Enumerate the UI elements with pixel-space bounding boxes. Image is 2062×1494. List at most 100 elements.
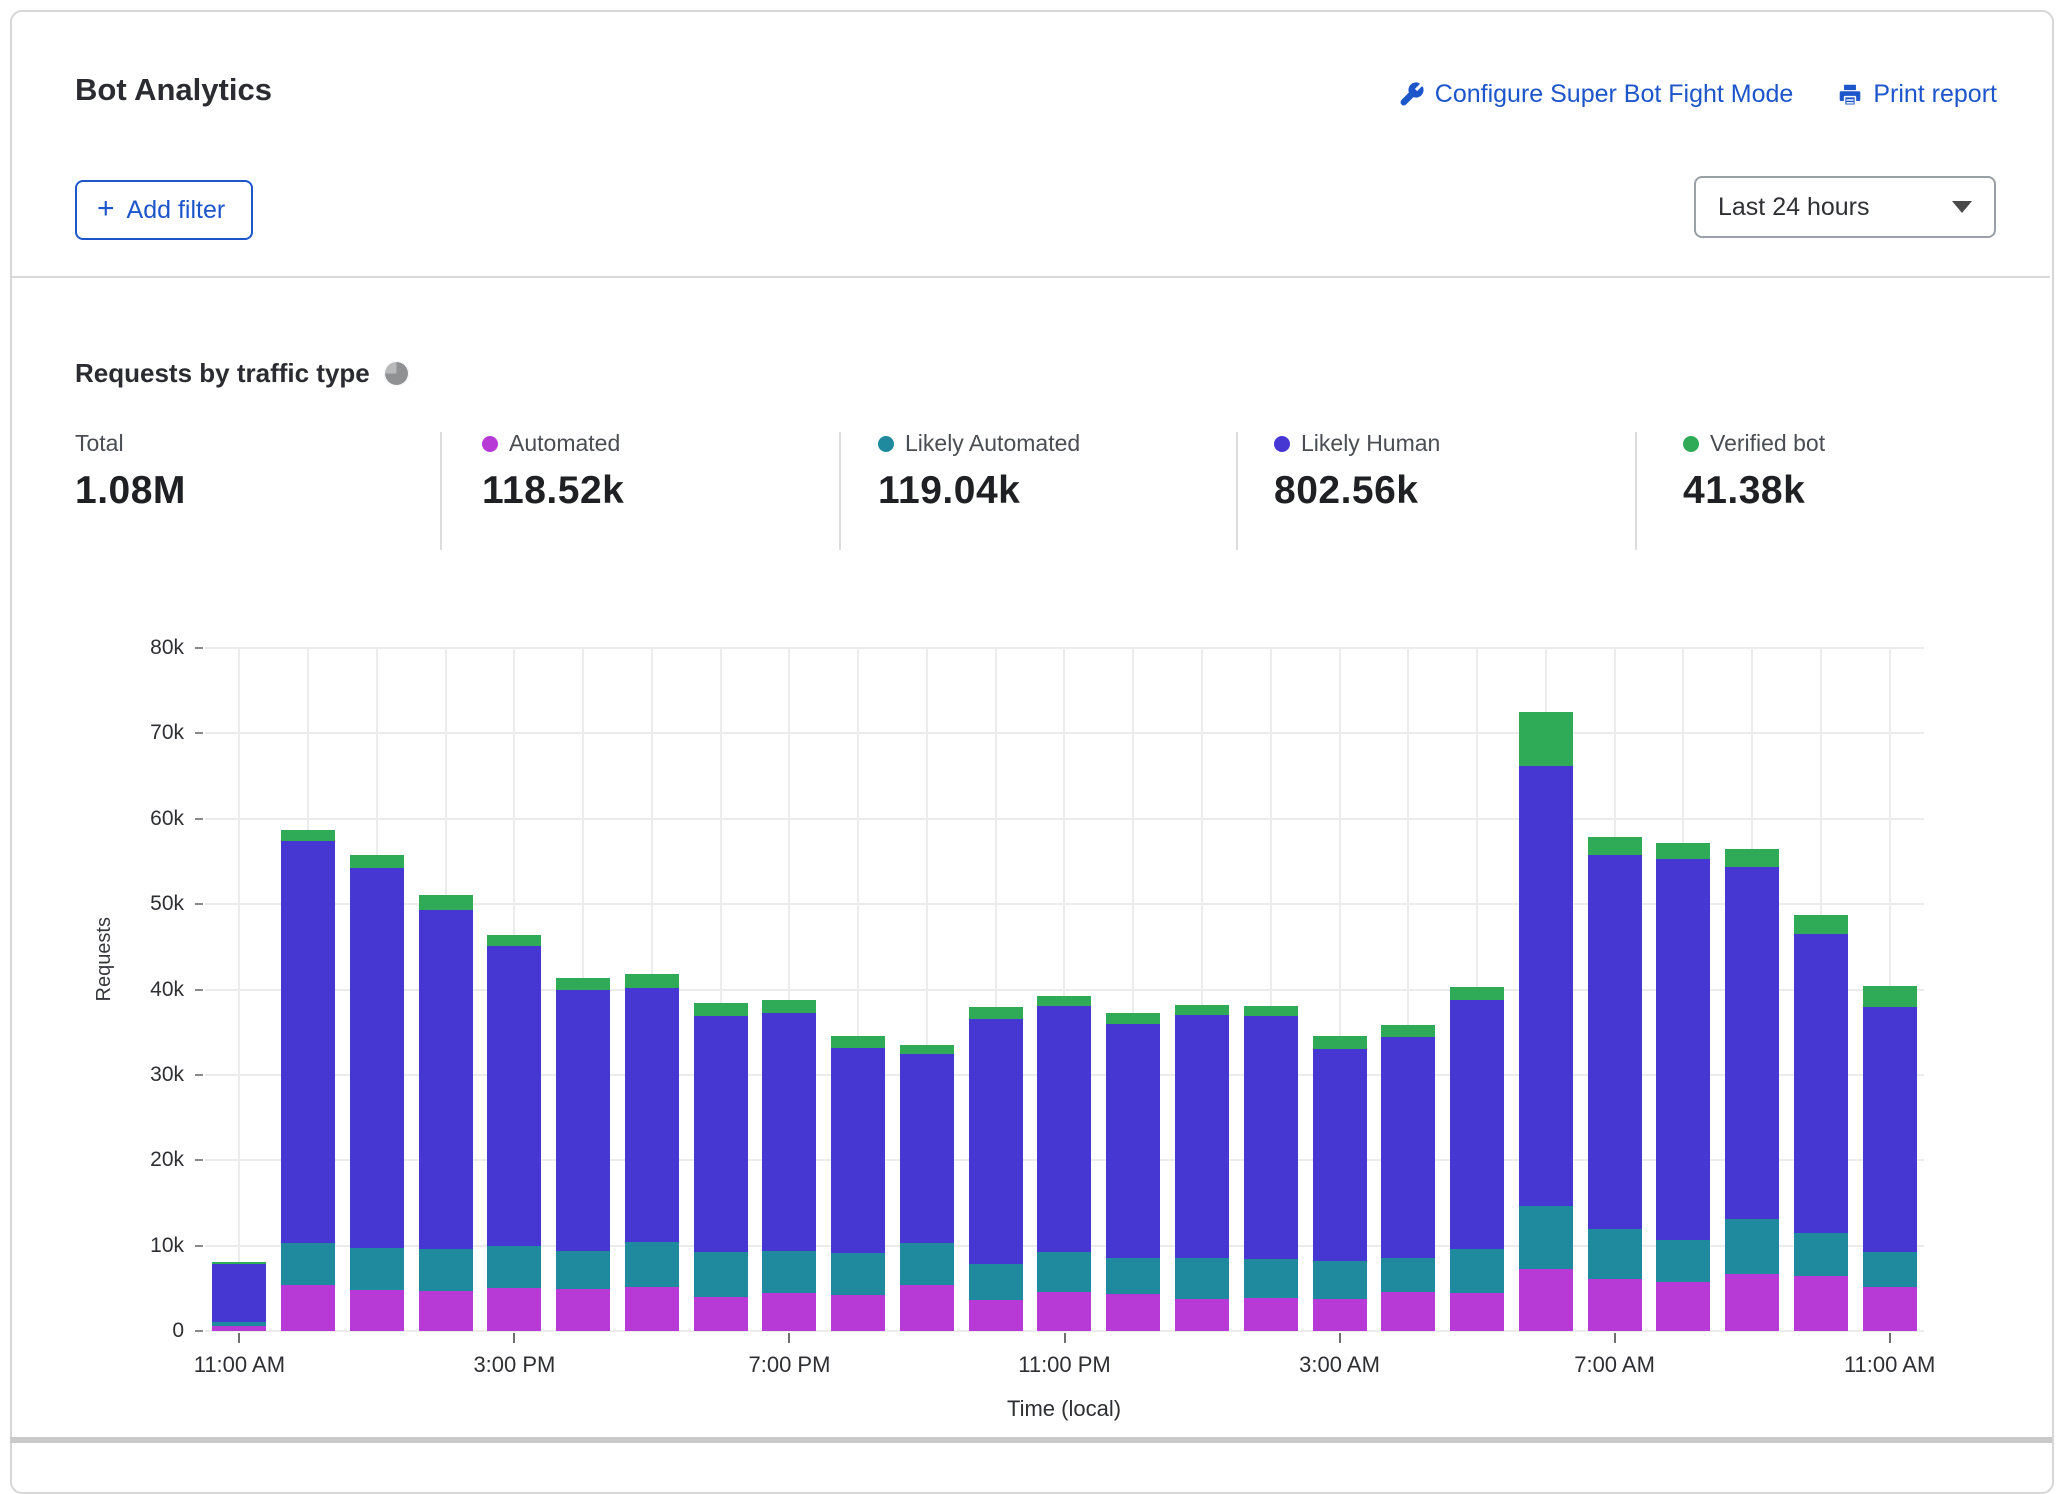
bar-segment-automated[interactable] xyxy=(1793,1275,1848,1331)
bar-segment-likely-automated[interactable] xyxy=(693,1252,748,1297)
bar-segment-likely-human[interactable] xyxy=(1518,765,1573,1207)
bar-segment-likely-human[interactable] xyxy=(762,1013,817,1251)
bar-segment-automated[interactable] xyxy=(762,1293,817,1331)
bar-segment-likely-automated[interactable] xyxy=(349,1248,404,1291)
bar-segment-likely-human[interactable] xyxy=(1106,1023,1161,1259)
bar-segment-automated[interactable] xyxy=(1381,1291,1436,1331)
bar-segment-verified-bot[interactable] xyxy=(624,974,679,988)
bar-segment-likely-human[interactable] xyxy=(1037,1005,1092,1253)
bar-segment-likely-automated[interactable] xyxy=(1656,1239,1711,1283)
add-filter-button[interactable]: + Add filter xyxy=(75,180,254,240)
bar-segment-likely-human[interactable] xyxy=(487,945,542,1247)
bar-stack[interactable] xyxy=(487,934,542,1331)
bar-segment-likely-automated[interactable] xyxy=(899,1243,954,1285)
bar-segment-likely-human[interactable] xyxy=(212,1264,267,1322)
bar-segment-likely-automated[interactable] xyxy=(1037,1252,1092,1292)
print-report-link[interactable]: Print report xyxy=(1837,80,1997,109)
bar-stack[interactable] xyxy=(831,1036,886,1331)
bar-segment-verified-bot[interactable] xyxy=(1656,842,1711,859)
bar-stack[interactable] xyxy=(693,1003,748,1331)
bar-segment-likely-automated[interactable] xyxy=(831,1253,886,1296)
bar-segment-verified-bot[interactable] xyxy=(281,829,336,841)
bar-segment-verified-bot[interactable] xyxy=(418,894,473,911)
bar-stack[interactable] xyxy=(1106,1012,1161,1331)
bar-segment-automated[interactable] xyxy=(831,1295,886,1331)
bar-stack[interactable] xyxy=(899,1045,954,1331)
bar-segment-verified-bot[interactable] xyxy=(968,1007,1023,1019)
bar-segment-automated[interactable] xyxy=(281,1284,336,1331)
bar-segment-verified-bot[interactable] xyxy=(1725,848,1780,868)
bar-segment-automated[interactable] xyxy=(1312,1298,1367,1331)
bar-segment-likely-human[interactable] xyxy=(418,910,473,1250)
bar-segment-likely-human[interactable] xyxy=(1793,934,1848,1233)
bar-segment-likely-automated[interactable] xyxy=(1725,1219,1780,1274)
time-range-select[interactable]: Last 24 hours xyxy=(1694,176,1996,238)
bar-segment-verified-bot[interactable] xyxy=(831,1036,886,1048)
configure-super-bot-fight-mode-link[interactable]: Configure Super Bot Fight Mode xyxy=(1398,80,1793,109)
bar-segment-likely-automated[interactable] xyxy=(1518,1206,1573,1269)
bar-segment-verified-bot[interactable] xyxy=(1037,995,1092,1006)
bar-segment-likely-human[interactable] xyxy=(1862,1006,1917,1252)
bar-stack[interactable] xyxy=(1037,995,1092,1331)
bar-segment-likely-human[interactable] xyxy=(1656,858,1711,1240)
bar-segment-automated[interactable] xyxy=(968,1300,1023,1331)
bar-segment-verified-bot[interactable] xyxy=(349,854,404,869)
bar-segment-automated[interactable] xyxy=(418,1290,473,1331)
bar-stack[interactable] xyxy=(418,894,473,1331)
bar-segment-automated[interactable] xyxy=(349,1290,404,1331)
bar-stack[interactable] xyxy=(1725,848,1780,1331)
bar-segment-likely-human[interactable] xyxy=(1312,1049,1367,1261)
bar-segment-automated[interactable] xyxy=(1243,1297,1298,1331)
bar-stack[interactable] xyxy=(1175,1004,1229,1331)
bar-segment-verified-bot[interactable] xyxy=(762,999,817,1014)
bar-stack[interactable] xyxy=(1450,986,1505,1331)
bar-segment-verified-bot[interactable] xyxy=(487,934,542,946)
bar-segment-likely-automated[interactable] xyxy=(1243,1259,1298,1298)
bar-segment-likely-human[interactable] xyxy=(624,987,679,1243)
bar-segment-automated[interactable] xyxy=(899,1284,954,1331)
bar-stack[interactable] xyxy=(1243,1005,1298,1331)
bar-segment-automated[interactable] xyxy=(1656,1282,1711,1331)
bar-segment-likely-automated[interactable] xyxy=(1793,1232,1848,1276)
bar-segment-likely-human[interactable] xyxy=(349,868,404,1249)
bar-stack[interactable] xyxy=(1862,986,1917,1331)
bar-segment-likely-human[interactable] xyxy=(1587,855,1642,1230)
bar-segment-automated[interactable] xyxy=(1518,1268,1573,1331)
bar-segment-likely-automated[interactable] xyxy=(762,1250,817,1294)
bar-segment-likely-automated[interactable] xyxy=(418,1249,473,1291)
bar-segment-likely-automated[interactable] xyxy=(624,1242,679,1288)
bar-segment-verified-bot[interactable] xyxy=(1862,986,1917,1007)
bar-segment-automated[interactable] xyxy=(1037,1291,1092,1331)
bar-segment-verified-bot[interactable] xyxy=(1312,1036,1367,1050)
bar-segment-likely-human[interactable] xyxy=(1725,867,1780,1220)
bar-segment-verified-bot[interactable] xyxy=(1175,1004,1229,1016)
bar-segment-automated[interactable] xyxy=(693,1296,748,1331)
bar-segment-automated[interactable] xyxy=(487,1288,542,1331)
bar-segment-likely-automated[interactable] xyxy=(1175,1258,1229,1299)
bar-segment-verified-bot[interactable] xyxy=(1793,915,1848,935)
bar-segment-verified-bot[interactable] xyxy=(693,1003,748,1016)
bar-stack[interactable] xyxy=(349,854,404,1331)
bar-segment-likely-human[interactable] xyxy=(899,1053,954,1244)
bar-segment-automated[interactable] xyxy=(624,1287,679,1331)
bar-segment-automated[interactable] xyxy=(1450,1293,1505,1331)
bar-segment-verified-bot[interactable] xyxy=(1243,1005,1298,1016)
bar-segment-verified-bot[interactable] xyxy=(212,1261,267,1265)
bar-stack[interactable] xyxy=(1518,712,1573,1331)
bar-stack[interactable] xyxy=(968,1007,1023,1331)
bar-stack[interactable] xyxy=(281,829,336,1331)
bar-segment-automated[interactable] xyxy=(1862,1287,1917,1331)
bar-segment-automated[interactable] xyxy=(556,1289,611,1331)
bar-stack[interactable] xyxy=(624,974,679,1331)
bar-segment-likely-human[interactable] xyxy=(281,840,336,1244)
bar-segment-likely-human[interactable] xyxy=(1381,1037,1436,1258)
bar-segment-likely-human[interactable] xyxy=(1175,1015,1229,1259)
bar-segment-likely-automated[interactable] xyxy=(487,1246,542,1289)
bar-segment-likely-human[interactable] xyxy=(693,1015,748,1253)
bar-segment-automated[interactable] xyxy=(1587,1278,1642,1331)
bar-segment-automated[interactable] xyxy=(1106,1294,1161,1331)
bar-segment-verified-bot[interactable] xyxy=(1381,1025,1436,1038)
bar-segment-automated[interactable] xyxy=(212,1325,267,1331)
bar-segment-verified-bot[interactable] xyxy=(556,978,611,991)
bar-segment-likely-automated[interactable] xyxy=(1587,1229,1642,1279)
